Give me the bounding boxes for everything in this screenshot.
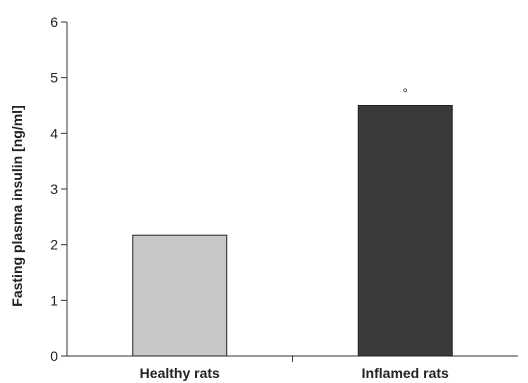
y-axis-title: Fasting plasma insulin [ng/ml] (9, 105, 25, 306)
y-tick-label: 4 (50, 125, 58, 141)
y-axis-ticks: 0 1 2 3 4 5 6 (50, 14, 67, 364)
y-tick-label: 6 (50, 14, 58, 30)
y-tick-label: 0 (50, 348, 58, 364)
bar-healthy-rats (132, 234, 228, 357)
significance-marker: ° (403, 86, 408, 101)
bars-group (132, 105, 453, 357)
category-labels: Healthy rats Inflamed rats (140, 365, 449, 381)
y-tick-label: 3 (50, 181, 58, 197)
y-tick-label: 2 (50, 237, 58, 253)
y-tick-label: 5 (50, 70, 58, 86)
y-tick-label: 1 (50, 292, 58, 308)
annotations-group: ° (403, 86, 408, 101)
bar-inflamed-rats (357, 105, 453, 357)
x-category-label: Healthy rats (140, 365, 220, 381)
x-category-label: Inflamed rats (362, 365, 449, 381)
